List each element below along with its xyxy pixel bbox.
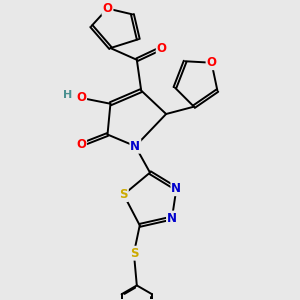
Text: H: H: [63, 90, 73, 100]
Text: N: N: [171, 182, 182, 195]
Text: S: S: [130, 247, 138, 260]
Text: O: O: [206, 56, 217, 69]
Text: N: N: [167, 212, 177, 224]
Text: O: O: [157, 42, 167, 55]
Text: O: O: [76, 138, 86, 151]
Text: O: O: [103, 2, 112, 15]
Text: N: N: [130, 140, 140, 153]
Text: S: S: [119, 188, 128, 201]
Text: O: O: [76, 92, 86, 104]
